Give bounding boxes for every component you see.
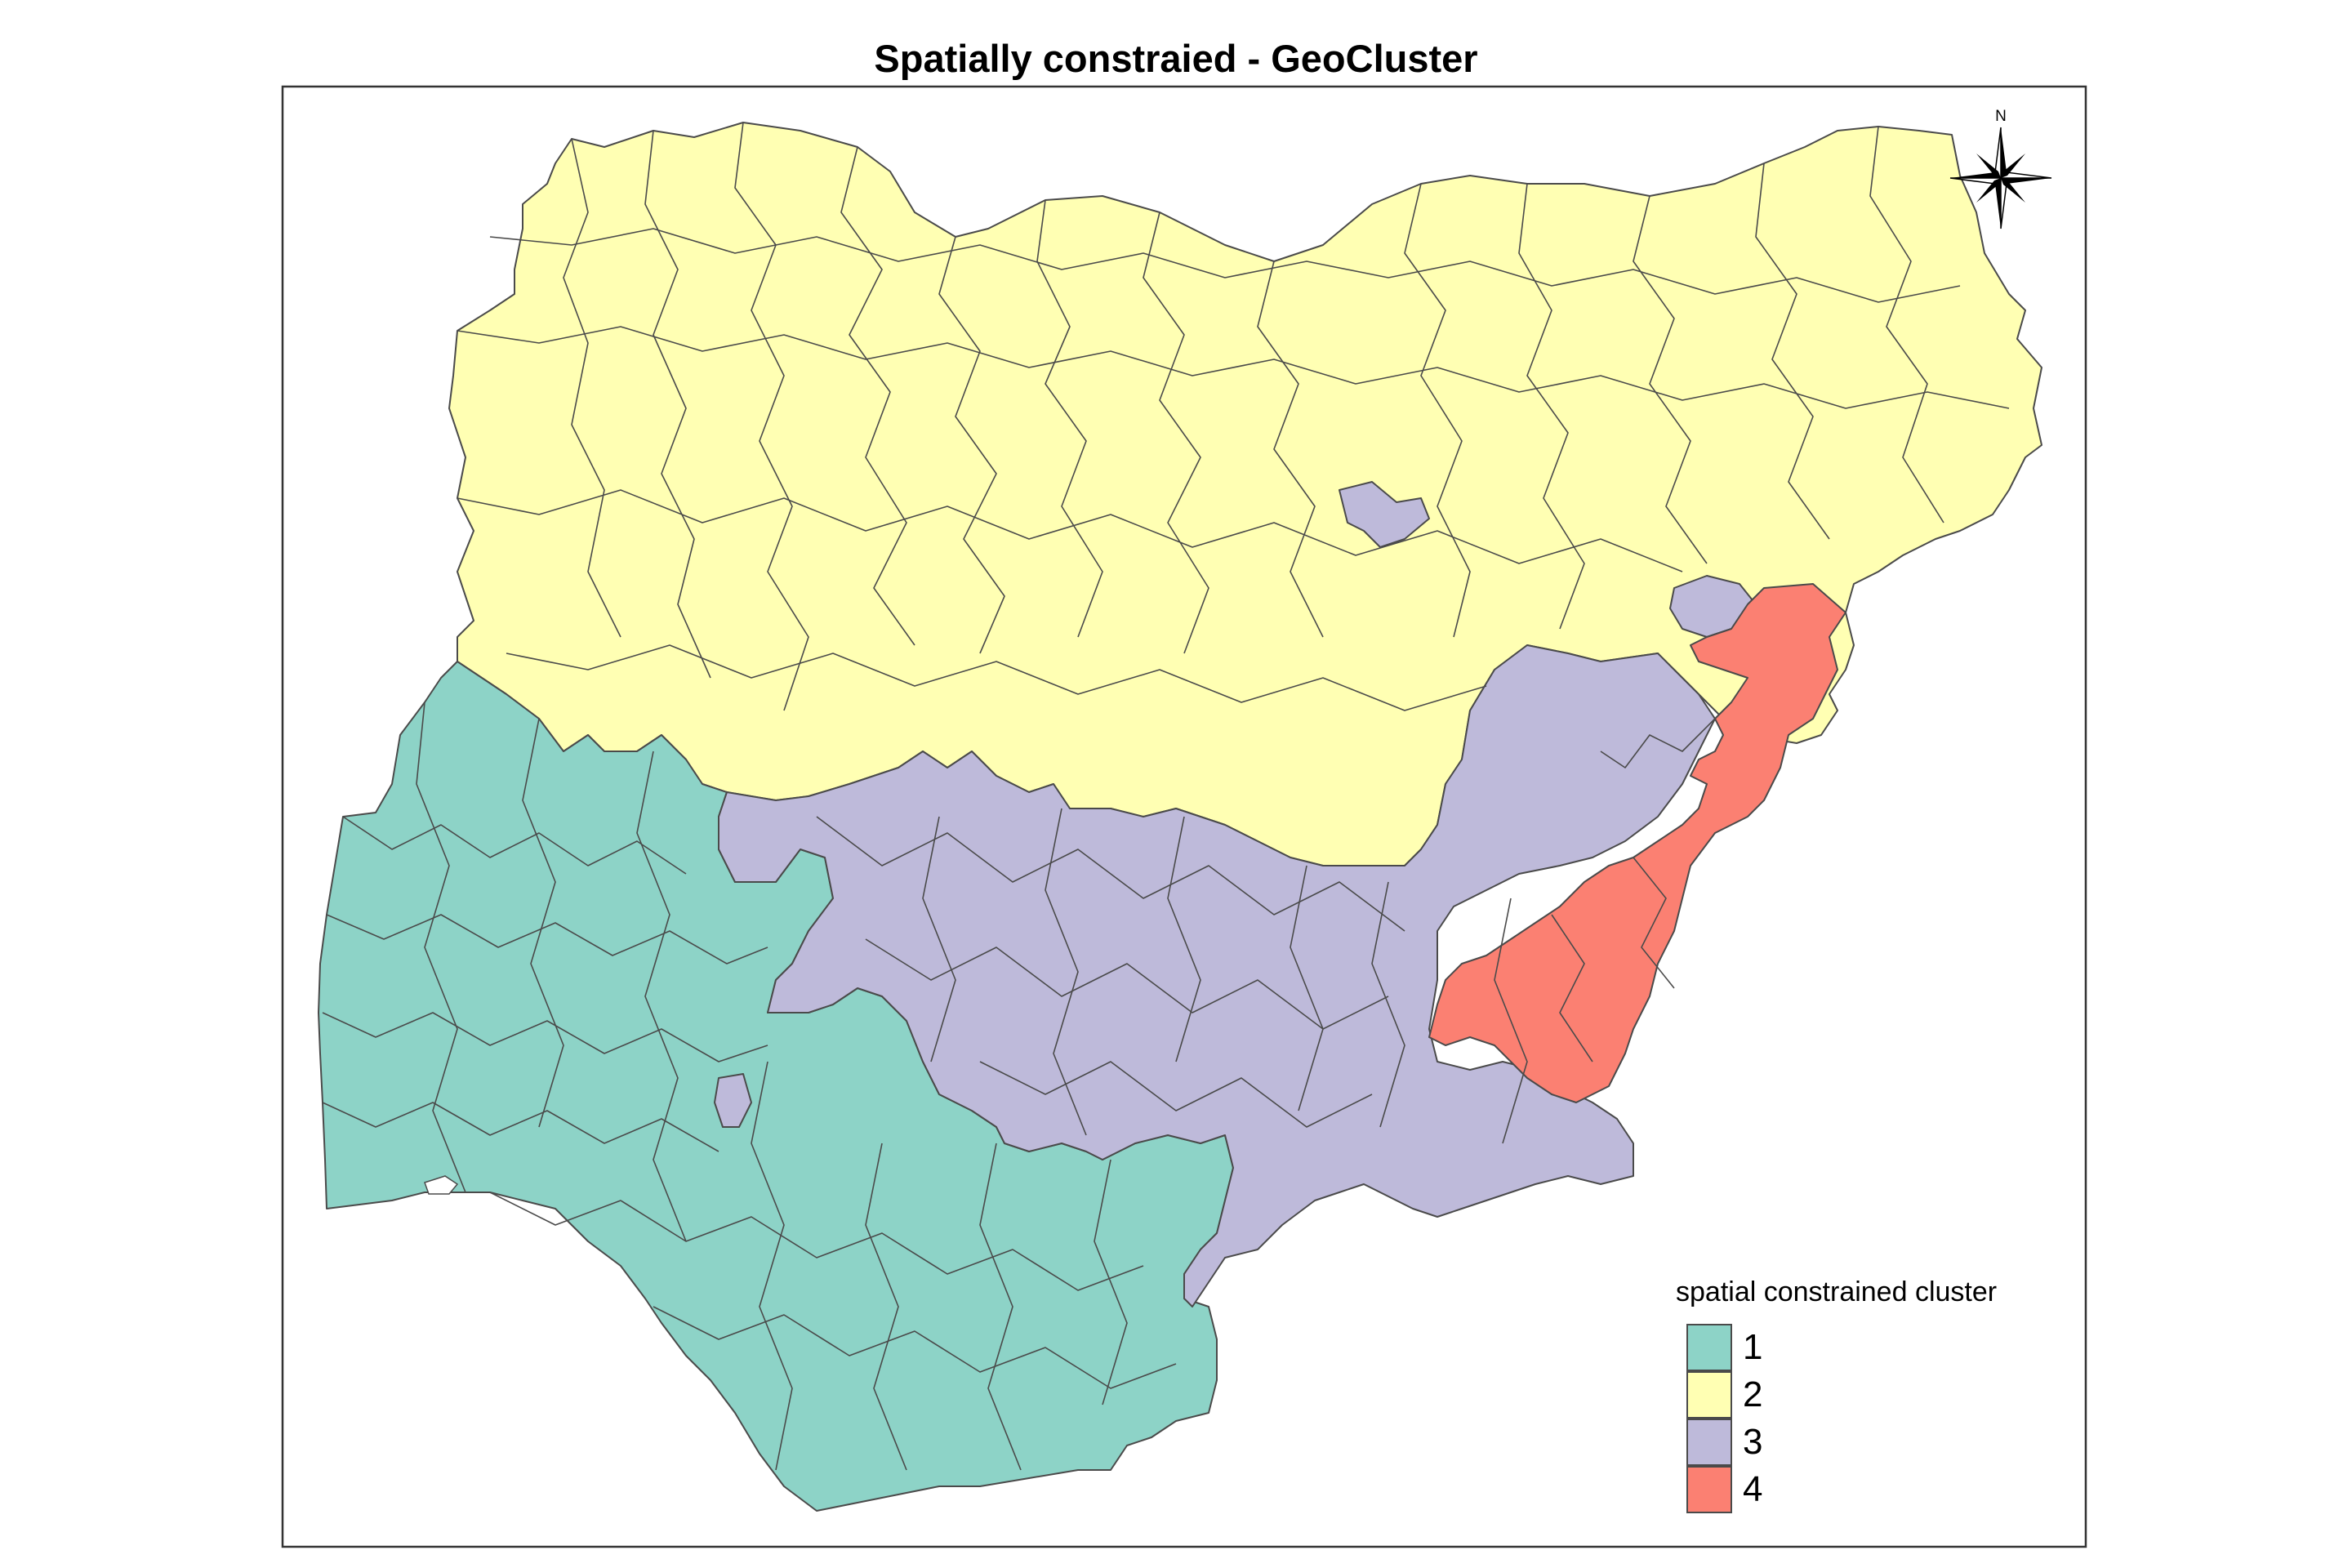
legend-label: 3 [1743,1422,1762,1462]
map-title: Spatially constraied - GeoCluster [874,37,1478,80]
cluster-2-region [448,122,2042,866]
legend-swatch [1686,1466,1732,1513]
legend-item: 3 [1686,1419,1762,1466]
north-arrow-icon: N [1949,108,2052,229]
legend-swatch [1686,1324,1732,1371]
legend-swatch [1686,1371,1732,1419]
legend-label: 4 [1743,1469,1762,1509]
cluster-4-region [1428,583,1846,1103]
cluster-3-enclave-north [1339,481,1430,548]
lagoon [424,1175,459,1195]
north-label: N [1995,108,2007,125]
legend-label: 1 [1743,1327,1762,1367]
legend-item: 4 [1686,1466,1762,1513]
map-frame [281,85,2087,1548]
legend-item: 1 [1686,1324,1762,1371]
legend-swatch [1686,1419,1732,1466]
legend-item: 2 [1686,1371,1762,1419]
cluster-3-region [718,644,1716,1307]
district-boundaries [322,122,2010,1471]
legend: spatial constrained cluster 1 2 3 4 [1676,1276,1997,1513]
legend-label: 2 [1743,1374,1762,1414]
legend-title: spatial constrained cluster [1676,1276,1997,1307]
cluster-3-enclave-southwest [714,1073,752,1128]
